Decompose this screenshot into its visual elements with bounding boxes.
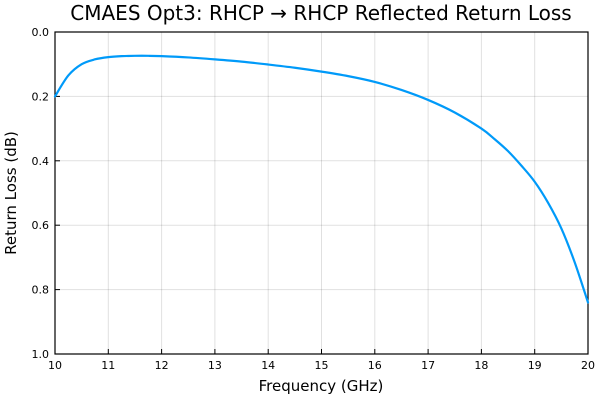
y-tick-label: 0.4 xyxy=(32,155,50,168)
series-layer xyxy=(53,54,590,304)
x-tick-label: 18 xyxy=(474,359,488,372)
y-tick-label: 0.6 xyxy=(32,219,50,232)
x-tick-label: 20 xyxy=(581,359,595,372)
x-tick-label: 16 xyxy=(368,359,382,372)
x-tick-label: 15 xyxy=(315,359,329,372)
y-tick-label: 0.8 xyxy=(32,284,50,297)
x-tick-label: 19 xyxy=(528,359,542,372)
y-tick-label: 1.0 xyxy=(32,348,50,361)
return-loss-series-line xyxy=(53,54,590,304)
y-tick-label: 0.0 xyxy=(32,26,50,39)
x-tick-label: 11 xyxy=(101,359,115,372)
x-tick-label: 12 xyxy=(155,359,169,372)
chart-title: CMAES Opt3: RHCP → RHCP Reflected Return… xyxy=(70,1,571,25)
y-tick-label: 0.2 xyxy=(32,90,50,103)
x-axis-label: Frequency (GHz) xyxy=(259,377,384,395)
axis-ticks: 10 11 12 13 14 15 16 17 18 19 20 0.0 0.2 0.4 0.6 0.8 1.0 xyxy=(32,26,596,372)
x-tick-label: 17 xyxy=(421,359,435,372)
x-tick-label: 10 xyxy=(48,359,62,372)
grid-lines xyxy=(54,31,589,355)
x-tick-label: 13 xyxy=(208,359,222,372)
x-tick-label: 14 xyxy=(261,359,275,372)
y-axis-label: Return Loss (dB) xyxy=(2,131,20,255)
